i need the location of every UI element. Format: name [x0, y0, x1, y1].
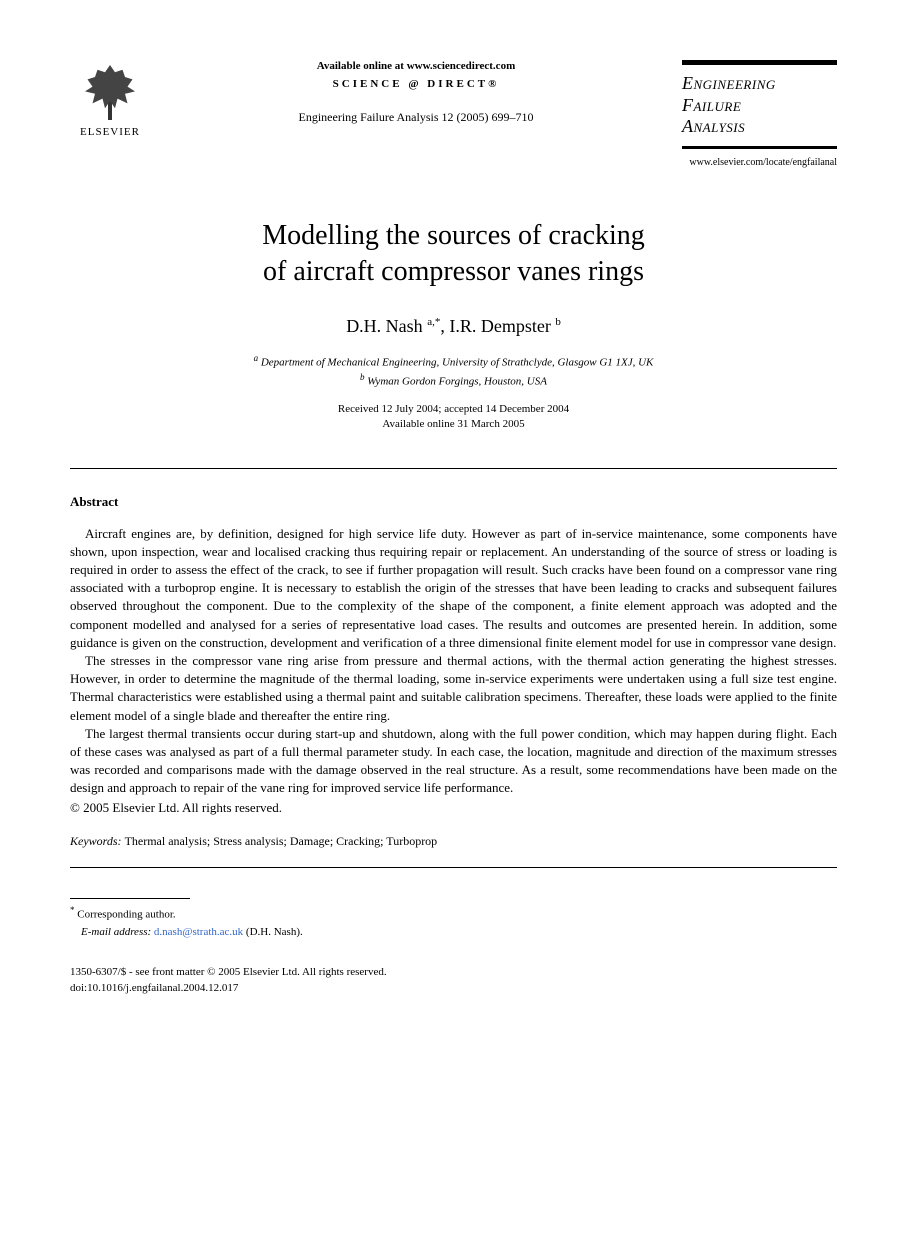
center-header: Available online at www.sciencedirect.co… — [150, 60, 682, 125]
science-direct-logo: SCIENCE @ DIRECT® — [170, 78, 662, 90]
article-title: Modelling the sources of cracking of air… — [70, 218, 837, 291]
email-link[interactable]: d.nash@strath.ac.uk — [154, 926, 243, 938]
abstract-para3: The largest thermal transients occur dur… — [70, 725, 837, 798]
affiliation-b-text: Wyman Gordon Forgings, Houston, USA — [365, 375, 547, 387]
received-date: Received 12 July 2004; accepted 14 Decem… — [338, 403, 569, 415]
elsevier-logo: ELSEVIER — [70, 60, 150, 145]
keywords: Keywords: Thermal analysis; Stress analy… — [70, 834, 837, 849]
title-line1: Modelling the sources of cracking — [262, 220, 645, 251]
issn-line: 1350-6307/$ - see front matter © 2005 El… — [70, 965, 837, 980]
journal-url[interactable]: www.elsevier.com/locate/engfailanal — [682, 157, 837, 168]
authors: D.H. Nash a,*, I.R. Dempster b — [70, 316, 837, 337]
journal-name-line2: Failure — [682, 95, 837, 117]
divider-top — [70, 468, 837, 469]
footnote-divider — [70, 898, 190, 899]
title-line2: of aircraft compressor vanes rings — [263, 256, 644, 287]
journal-box-container: Engineering Failure Analysis www.elsevie… — [682, 60, 837, 168]
author1-name: D.H. Nash — [346, 316, 427, 336]
journal-name-line1: Engineering — [682, 73, 837, 95]
journal-title-box: Engineering Failure Analysis — [682, 60, 837, 149]
article-dates: Received 12 July 2004; accepted 14 Decem… — [70, 402, 837, 433]
abstract-heading: Abstract — [70, 494, 837, 510]
keywords-label: Keywords: — [70, 834, 125, 848]
email-label: E-mail address: — [81, 926, 154, 938]
email-author: (D.H. Nash). — [243, 926, 303, 938]
header-row: ELSEVIER Available online at www.science… — [70, 60, 837, 168]
journal-name-line3: Analysis — [682, 116, 837, 138]
author1-sup: a,* — [427, 316, 440, 328]
abstract-para1: Aircraft engines are, by definition, des… — [70, 525, 837, 652]
affiliations: a Department of Mechanical Engineering, … — [70, 352, 837, 390]
footer-info: 1350-6307/$ - see front matter © 2005 El… — [70, 965, 837, 996]
abstract-text: Aircraft engines are, by definition, des… — [70, 525, 837, 798]
publisher-name: ELSEVIER — [80, 126, 140, 138]
doi-line: doi:10.1016/j.engfailanal.2004.12.017 — [70, 981, 837, 996]
divider-bottom — [70, 867, 837, 868]
footnote: * Corresponding author. E-mail address: … — [70, 904, 837, 940]
affiliation-a-text: Department of Mechanical Engineering, Un… — [258, 356, 653, 368]
journal-citation: Engineering Failure Analysis 12 (2005) 6… — [170, 110, 662, 125]
abstract-para2: The stresses in the compressor vane ring… — [70, 652, 837, 725]
corresponding-author: Corresponding author. — [75, 909, 176, 921]
available-date: Available online 31 March 2005 — [382, 418, 524, 430]
elsevier-tree-icon — [80, 60, 140, 120]
copyright: © 2005 Elsevier Ltd. All rights reserved… — [70, 800, 837, 816]
author2-name: , I.R. Dempster — [440, 316, 555, 336]
keywords-text: Thermal analysis; Stress analysis; Damag… — [125, 834, 438, 848]
available-online-text: Available online at www.sciencedirect.co… — [170, 60, 662, 72]
author2-sup: b — [555, 316, 561, 328]
